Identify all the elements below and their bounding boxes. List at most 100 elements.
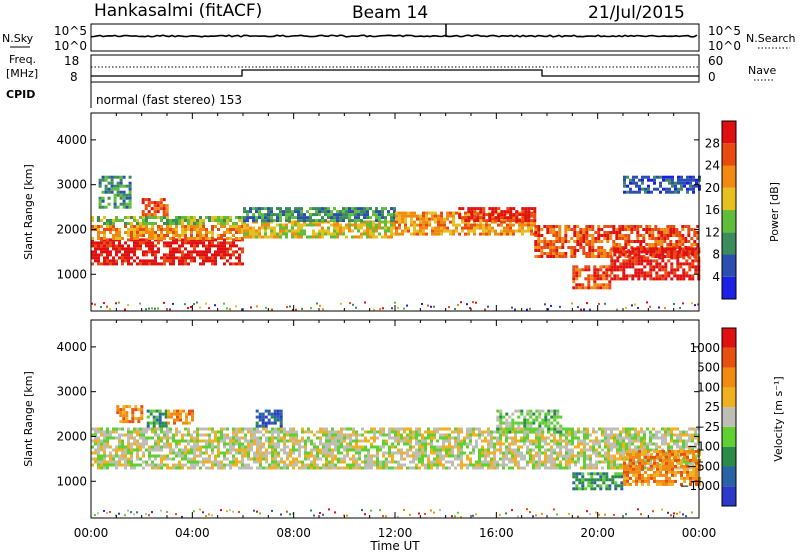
heatmap-cell <box>106 446 109 449</box>
heatmap-cell <box>529 449 532 452</box>
heatmap-cell <box>637 253 640 256</box>
heatmap-cell <box>276 236 279 239</box>
heatmap-cell <box>550 428 553 431</box>
heatmap-cell <box>538 446 541 449</box>
heatmap-cell <box>172 247 175 250</box>
heatmap-cell <box>342 207 345 210</box>
heatmap-cell <box>172 256 175 259</box>
heatmap-cell <box>196 449 199 452</box>
heatmap-cell <box>162 422 165 425</box>
heatmap-cell <box>175 225 178 228</box>
heatmap-cell <box>670 250 673 253</box>
heatmap-cell <box>630 231 633 234</box>
heatmap-cell <box>154 308 156 310</box>
heatmap-cell <box>627 228 630 231</box>
heatmap-cell <box>570 252 573 255</box>
heatmap-cell <box>223 241 226 244</box>
heatmap-cell <box>106 428 109 431</box>
heatmap-cell <box>603 252 606 255</box>
heatmap-cell <box>196 464 199 467</box>
heatmap-cell <box>126 203 129 206</box>
heatmap-cell <box>611 475 614 478</box>
heatmap-cell <box>600 234 603 237</box>
heatmap-cell <box>564 231 567 234</box>
heatmap-cell <box>139 428 142 431</box>
heatmap-cell <box>316 455 319 458</box>
heatmap-cell <box>208 446 211 449</box>
heatmap-cell <box>156 410 159 413</box>
heatmap-cell <box>175 431 178 434</box>
heatmap-cell <box>120 203 123 206</box>
heatmap-cell <box>139 247 142 250</box>
heatmap-cell <box>631 247 634 250</box>
heatmap-cell <box>115 231 118 234</box>
heatmap-cell <box>123 176 126 179</box>
heatmap-cell <box>472 449 475 452</box>
heatmap-cell <box>182 410 185 413</box>
heatmap-cell <box>659 176 662 179</box>
heatmap-cell <box>136 464 139 467</box>
heatmap-cell <box>618 231 621 234</box>
heatmap-cell <box>628 265 631 268</box>
heatmap-cell <box>241 431 244 434</box>
heatmap-cell <box>170 416 173 419</box>
heatmap-cell <box>298 461 301 464</box>
heatmap-cell <box>268 422 271 425</box>
heatmap-cell <box>167 422 170 425</box>
noise-left-tick-top: 10^5 <box>54 24 87 38</box>
heatmap-cell <box>565 446 568 449</box>
heatmap-cell <box>540 246 543 249</box>
heatmap-cell <box>520 410 523 413</box>
heatmap-cell <box>105 179 108 182</box>
heatmap-cell <box>175 216 178 219</box>
heatmap-cell <box>610 247 613 250</box>
heatmap-cell <box>376 458 379 461</box>
heatmap-cell <box>422 212 425 215</box>
heatmap-cell <box>112 219 115 222</box>
heatmap-cell <box>425 218 428 221</box>
heatmap-cell <box>526 440 529 443</box>
heatmap-cell <box>238 219 241 222</box>
heatmap-cell <box>300 224 303 227</box>
heatmap-cell <box>421 437 424 440</box>
heatmap-cell <box>235 443 238 446</box>
heatmap-cell <box>346 464 349 467</box>
heatmap-cell <box>436 428 439 431</box>
heatmap-cell <box>460 301 462 303</box>
heatmap-cell <box>613 467 616 470</box>
heatmap-cell <box>512 219 515 222</box>
heatmap-cell <box>502 428 505 431</box>
heatmap-cell <box>361 461 364 464</box>
heatmap-cell <box>514 443 517 446</box>
heatmap-cell <box>124 309 126 311</box>
heatmap-cell <box>316 464 319 467</box>
heatmap-cell <box>285 216 288 219</box>
heatmap-cell <box>366 207 369 210</box>
heatmap-cell <box>232 241 235 244</box>
heatmap-cell <box>193 241 196 244</box>
heatmap-cell <box>187 443 190 446</box>
heatmap-cell <box>172 262 175 265</box>
heatmap-cell <box>664 271 667 274</box>
heatmap-cell <box>355 449 358 452</box>
heatmap-cell <box>593 268 596 271</box>
heatmap-cell <box>169 237 172 240</box>
heatmap-cell <box>556 416 559 419</box>
heatmap-cell <box>112 234 115 237</box>
heatmap-cell <box>442 428 445 431</box>
heatmap-cell <box>196 253 199 256</box>
heatmap-cell <box>616 277 619 280</box>
heatmap-cell <box>127 234 130 237</box>
heatmap-cell <box>366 210 369 213</box>
heatmap-cell <box>559 425 562 428</box>
heatmap-cell <box>691 253 694 256</box>
heatmap-cell <box>555 252 558 255</box>
heatmap-cell <box>629 468 632 471</box>
heatmap-cell <box>418 440 421 443</box>
heatmap-cell <box>586 458 589 461</box>
heatmap-cell <box>205 231 208 234</box>
heatmap-cell <box>541 437 544 440</box>
heatmap-cell <box>547 413 550 416</box>
heatmap-cell <box>502 458 505 461</box>
heatmap-cell <box>139 303 141 305</box>
